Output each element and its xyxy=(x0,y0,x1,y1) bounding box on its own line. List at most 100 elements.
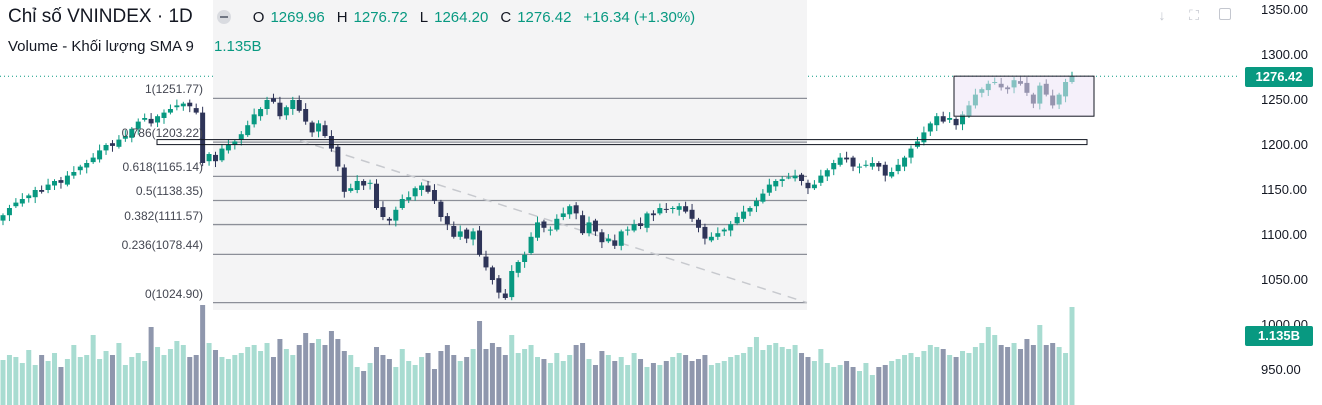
open-label: O xyxy=(252,8,265,26)
volume-bar xyxy=(921,351,927,405)
candle-body xyxy=(180,103,186,107)
volume-bar xyxy=(728,357,734,405)
volume-bar xyxy=(638,359,644,405)
volume-value: 1.135B xyxy=(213,38,262,55)
volume-bar xyxy=(225,359,231,405)
volume-bar xyxy=(811,361,817,405)
volume-bar xyxy=(26,350,32,405)
candle-body xyxy=(792,175,798,179)
candle-body xyxy=(779,179,785,181)
volume-bar xyxy=(219,357,225,405)
volume-bar xyxy=(592,365,598,405)
candle-body xyxy=(477,230,483,255)
volume-bar xyxy=(837,365,843,405)
volume-bar xyxy=(580,343,586,405)
candle-body xyxy=(824,170,830,177)
candle-body xyxy=(26,195,32,199)
volume-bar xyxy=(393,367,399,405)
volume-bar xyxy=(412,365,418,405)
candle-body xyxy=(489,267,495,280)
volume-bar xyxy=(322,345,328,405)
fibonacci-retracement[interactable] xyxy=(213,0,808,310)
volume-bar xyxy=(431,369,437,405)
volume-bar xyxy=(824,363,830,405)
candle-body xyxy=(831,163,837,170)
volume-bar xyxy=(374,347,380,405)
candle-body xyxy=(6,208,12,216)
fullscreen-icon[interactable]: ⛶ xyxy=(1189,7,1199,23)
volume-bar xyxy=(0,360,6,405)
volume-bar xyxy=(496,347,502,405)
candle-body xyxy=(219,148,225,161)
symbol-title[interactable]: Chỉ số VNINDEX · 1D xyxy=(8,6,193,27)
volume-bar xyxy=(444,345,450,405)
candle-body xyxy=(914,141,920,147)
candle-body xyxy=(64,175,70,185)
volume-bar xyxy=(856,371,862,405)
candle-body xyxy=(354,181,360,190)
candle-body xyxy=(863,164,869,166)
volume-bar xyxy=(296,345,302,405)
candle-body xyxy=(960,114,966,125)
candle-body xyxy=(541,221,547,228)
volume-bar xyxy=(6,355,12,405)
candle-body xyxy=(934,116,940,126)
candle-body xyxy=(77,166,83,171)
volume-bar xyxy=(786,349,792,405)
price-axis-label: 1300.00 xyxy=(1261,47,1308,62)
candle-body xyxy=(103,145,109,151)
fib-level-label: 0.618(1165.14) xyxy=(122,160,203,175)
volume-bar xyxy=(721,361,727,405)
volume-bar xyxy=(116,343,122,405)
candle-body xyxy=(341,167,347,192)
fib-level-label: 0(1024.90) xyxy=(144,286,203,301)
volume-bar xyxy=(779,347,785,405)
drawing-annotations[interactable] xyxy=(156,75,1095,146)
close-label: C xyxy=(500,8,512,26)
volume-bar xyxy=(303,333,309,405)
candle-body xyxy=(741,211,747,219)
candle-body xyxy=(374,183,380,208)
volume-bars xyxy=(0,305,1075,405)
volume-bar xyxy=(245,347,251,405)
volume-bar xyxy=(541,359,547,405)
volume-bar xyxy=(58,367,64,405)
candle-body xyxy=(773,181,779,187)
price-axis-label: 1200.00 xyxy=(1261,137,1308,152)
volume-bar xyxy=(644,367,650,405)
volume-bar xyxy=(180,345,186,405)
candle-body xyxy=(296,100,302,111)
candle-body xyxy=(419,185,425,190)
volume-bar xyxy=(251,345,257,405)
volume-bar xyxy=(206,343,212,405)
candle-body xyxy=(599,232,605,243)
volume-bar xyxy=(270,357,276,405)
volume-bar xyxy=(702,355,708,405)
volume-bar xyxy=(309,343,315,405)
candle-body xyxy=(290,100,296,109)
fib-level-label: 0.786(1203.22) xyxy=(121,126,203,141)
candle-body xyxy=(129,128,135,138)
collapse-legend-icon[interactable] xyxy=(216,10,231,24)
maximize-icon[interactable] xyxy=(1219,8,1231,20)
candle-body xyxy=(921,132,927,143)
candle-body xyxy=(264,100,270,109)
candle-body xyxy=(451,226,457,237)
volume-bar xyxy=(695,359,701,405)
candle-body xyxy=(689,209,695,219)
candle-body xyxy=(850,157,856,167)
volume-bar xyxy=(19,363,25,405)
arrow-down-icon[interactable]: ↓ xyxy=(1158,7,1166,23)
volume-bar xyxy=(174,341,180,405)
candle-body xyxy=(142,118,148,120)
volume-bar xyxy=(264,343,270,405)
candle-body xyxy=(464,229,470,239)
volume-bar xyxy=(45,361,51,405)
low-label: L xyxy=(419,8,429,26)
volume-bar xyxy=(341,351,347,405)
volume-bar xyxy=(13,357,19,405)
candle-body xyxy=(367,182,373,184)
volume-bar xyxy=(850,367,856,405)
candle-body xyxy=(560,213,566,217)
